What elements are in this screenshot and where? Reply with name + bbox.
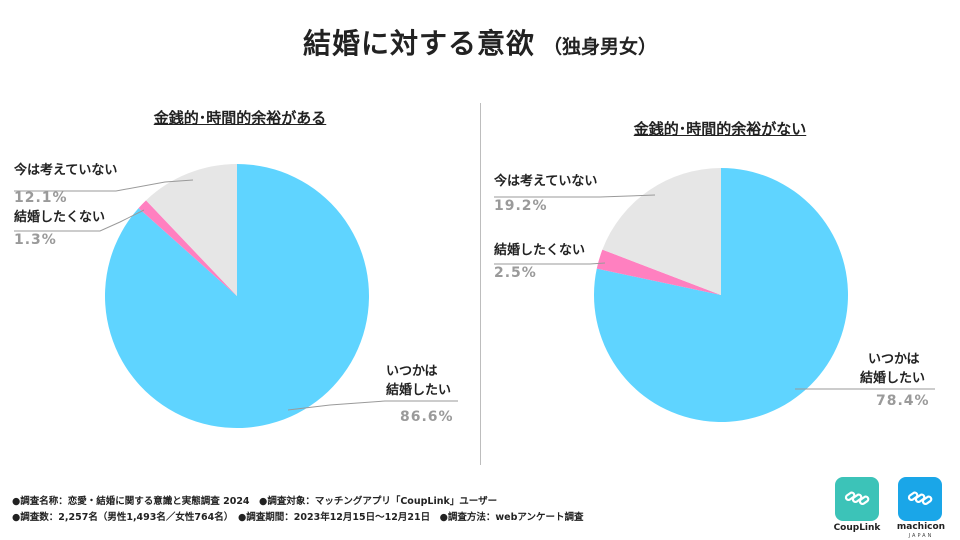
label-left-consider: 今は考えていない <box>14 163 118 178</box>
page-title: 結婚に対する意欲 （独身男女） <box>0 22 960 62</box>
pct-right-consider: 19.2% <box>494 198 548 214</box>
pct-right-yes: 78.4% <box>876 393 930 409</box>
label-left-yes-line2: 結婚したい <box>386 383 452 398</box>
pct-left-yes: 86.6% <box>400 409 454 425</box>
slice-not-considering-right <box>602 168 721 295</box>
leader-line-right-consider <box>494 194 656 198</box>
leader-line-right-no <box>494 262 606 265</box>
couplink-logo-icon <box>844 491 870 506</box>
page-title-sub: （独身男女） <box>543 36 658 58</box>
chart-divider <box>480 103 481 465</box>
slice-want-marry-left <box>105 164 370 428</box>
label-right-no: 結婚したくない <box>494 243 586 258</box>
machicon-logo-text: machicon <box>896 522 946 532</box>
pct-left-no: 1.3% <box>14 232 57 248</box>
label-right-consider: 今は考えていない <box>494 174 598 189</box>
label-right-yes-line2: 結婚したい <box>860 371 926 386</box>
slice-not-considering-left <box>146 164 237 296</box>
label-left-yes-line1: いつかは <box>386 364 438 379</box>
machicon-logo-sub: JAPAN <box>908 533 934 539</box>
leader-lines <box>14 179 935 411</box>
leader-line-left-consider <box>14 179 194 192</box>
label-right-yes-line1: いつかは <box>868 352 920 367</box>
footer-line-1: ●調査名称：恋愛・結婚に関する意識と実態調査 2024 ●調査対象：マッチングア… <box>12 496 498 507</box>
slice-no-marry-right <box>596 249 721 295</box>
pct-right-no: 2.5% <box>494 265 537 281</box>
pct-left-consider: 12.1% <box>14 190 68 206</box>
machicon-logo <box>898 477 942 521</box>
leader-line-left-no <box>14 209 145 232</box>
pie-chart-right <box>594 168 848 422</box>
couplink-logo-text: CoupLink <box>833 523 881 533</box>
page-title-main: 結婚に対する意欲 <box>302 27 535 60</box>
footer-line-2: ●調査数：2,257名（男性1,493名／女性764名） ●調査期間：2023年… <box>12 512 584 523</box>
label-left-no: 結婚したくない <box>14 210 106 225</box>
machicon-logo-icon <box>907 491 933 506</box>
pie-chart-left <box>105 164 370 428</box>
chart-title-right: 金銭的･時間的余裕がない <box>633 120 807 138</box>
couplink-logo <box>835 477 879 521</box>
slice-no-marry-left <box>138 200 237 296</box>
leader-line-left-yes <box>287 400 458 411</box>
chart-title-left: 金銭的･時間的余裕がある <box>153 109 327 127</box>
